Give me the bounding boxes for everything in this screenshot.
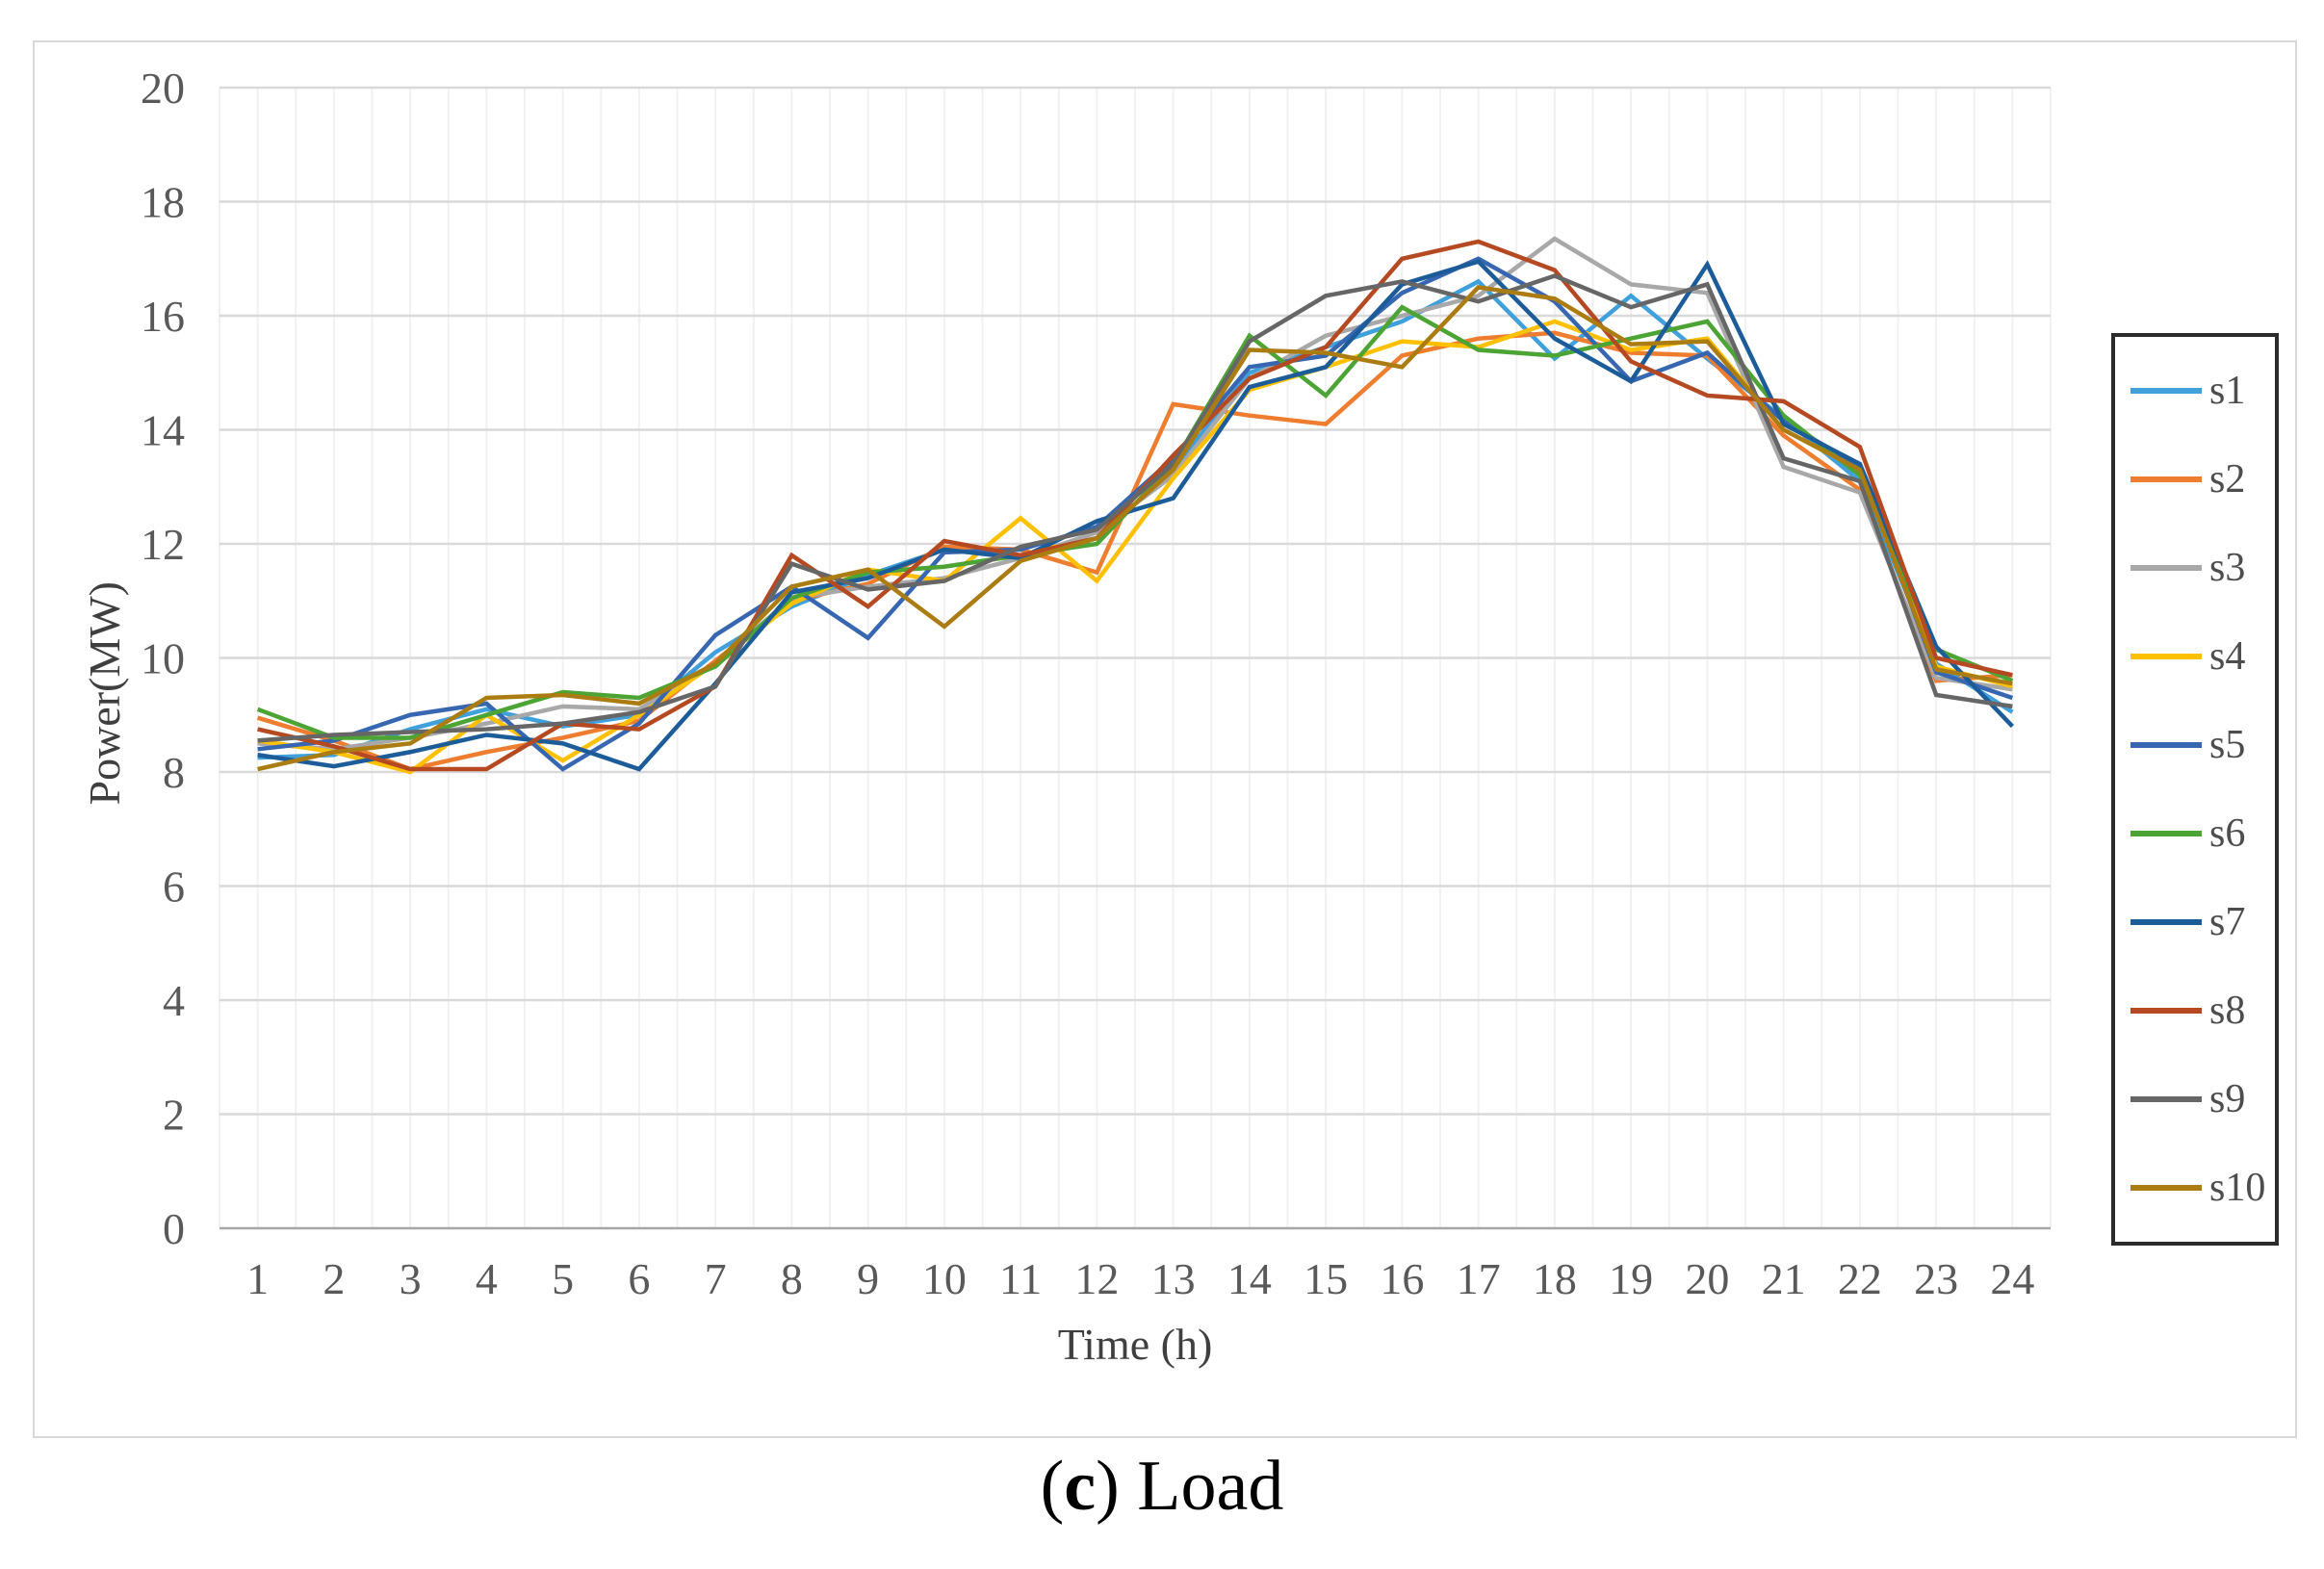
legend-label-s1: s1: [2209, 369, 2246, 413]
legend-label-s8: s8: [2209, 989, 2246, 1033]
legend-label-s5: s5: [2209, 723, 2246, 767]
x-tick-label-5: 5: [552, 1254, 574, 1303]
legend-swatch-s6: [2130, 831, 2202, 836]
legend: s1 s2 s3 s4 s5 s6 s7 s8 s9 s10: [2111, 333, 2279, 1246]
legend-label-s9: s9: [2209, 1077, 2246, 1121]
caption-rest: ) Load: [1096, 1447, 1284, 1526]
x-tick-label-4: 4: [476, 1254, 498, 1303]
legend-label-s6: s6: [2209, 811, 2246, 856]
x-tick-label-12: 12: [1074, 1254, 1119, 1303]
y-tick-label-6: 6: [163, 862, 185, 912]
x-tick-label-17: 17: [1457, 1254, 1501, 1303]
series-s5-line: [257, 256, 2014, 772]
x-tick-label-18: 18: [1533, 1254, 1577, 1303]
x-axis-title: Time (h): [1057, 1320, 1213, 1369]
y-axis-title: Power(MW): [80, 581, 129, 806]
y-tick-label-10: 10: [141, 634, 185, 683]
legend-item-s7: s7: [2115, 901, 2275, 943]
x-tick-label-19: 19: [1609, 1254, 1653, 1303]
x-tick-label-20: 20: [1685, 1254, 1729, 1303]
legend-item-s1: s1: [2115, 370, 2275, 412]
series-s7-line: [257, 259, 2015, 772]
legend-swatch-s8: [2130, 1008, 2202, 1014]
figure-caption: (c) Load: [0, 1446, 2324, 1528]
legend-label-s4: s4: [2209, 634, 2246, 679]
legend-swatch-s1: [2130, 388, 2202, 394]
x-tick-label-8: 8: [781, 1254, 803, 1303]
legend-label-s3: s3: [2209, 546, 2246, 590]
legend-item-s2: s2: [2115, 458, 2275, 501]
series-s9-line: [257, 273, 2013, 743]
legend-label-s7: s7: [2209, 900, 2246, 944]
legend-swatch-s9: [2130, 1096, 2202, 1102]
x-tick-label-11: 11: [999, 1254, 1042, 1303]
x-tick-label-1: 1: [246, 1254, 269, 1303]
legend-swatch-s10: [2130, 1185, 2202, 1191]
x-tick-label-13: 13: [1151, 1254, 1196, 1303]
legend-swatch-s2: [2130, 476, 2202, 482]
legend-swatch-s3: [2130, 565, 2202, 571]
series-s10-line: [257, 284, 2013, 772]
y-tick-label-16: 16: [141, 292, 185, 341]
legend-label-s2: s2: [2209, 457, 2246, 502]
chart-panel: 0 2 4 6 8 10 12 14 16 18 20 1 2 3 4 5 6 7 8 9 10 11 12 13 14 15 16…: [33, 40, 2297, 1438]
legend-item-s6: s6: [2115, 812, 2275, 855]
legend-item-s10: s10: [2115, 1167, 2275, 1209]
legend-swatch-s4: [2130, 654, 2202, 659]
y-tick-label-4: 4: [163, 976, 185, 1025]
x-tick-label-22: 22: [1838, 1254, 1882, 1303]
y-tick-label-14: 14: [141, 406, 185, 455]
x-tick-label-7: 7: [705, 1254, 727, 1303]
y-tick-label-8: 8: [163, 748, 185, 797]
y-tick-label-2: 2: [163, 1091, 185, 1140]
legend-item-s4: s4: [2115, 635, 2275, 678]
x-tick-label-21: 21: [1762, 1254, 1806, 1303]
legend-label-s10: s10: [2209, 1166, 2266, 1210]
y-tick-label-0: 0: [163, 1204, 185, 1253]
legend-item-s5: s5: [2115, 724, 2275, 766]
legend-item-s8: s8: [2115, 990, 2275, 1032]
caption-letter: c: [1064, 1447, 1097, 1526]
x-tick-label-6: 6: [628, 1254, 650, 1303]
x-tick-label-16: 16: [1380, 1254, 1424, 1303]
y-tick-label-20: 20: [141, 64, 185, 113]
caption-paren-open: (: [1040, 1447, 1065, 1526]
x-tick-label-9: 9: [857, 1254, 879, 1303]
legend-swatch-s7: [2130, 919, 2202, 925]
legend-item-s3: s3: [2115, 547, 2275, 589]
x-tick-label-14: 14: [1227, 1254, 1272, 1303]
legend-item-s9: s9: [2115, 1078, 2275, 1120]
x-tick-label-2: 2: [323, 1254, 345, 1303]
x-tick-label-10: 10: [922, 1254, 967, 1303]
x-tick-label-23: 23: [1914, 1254, 1958, 1303]
x-tick-label-15: 15: [1304, 1254, 1348, 1303]
y-tick-label-18: 18: [141, 178, 185, 227]
x-tick-label-24: 24: [1990, 1254, 2034, 1303]
legend-swatch-s5: [2130, 742, 2202, 748]
x-tick-label-3: 3: [400, 1254, 422, 1303]
y-tick-label-12: 12: [141, 520, 185, 569]
